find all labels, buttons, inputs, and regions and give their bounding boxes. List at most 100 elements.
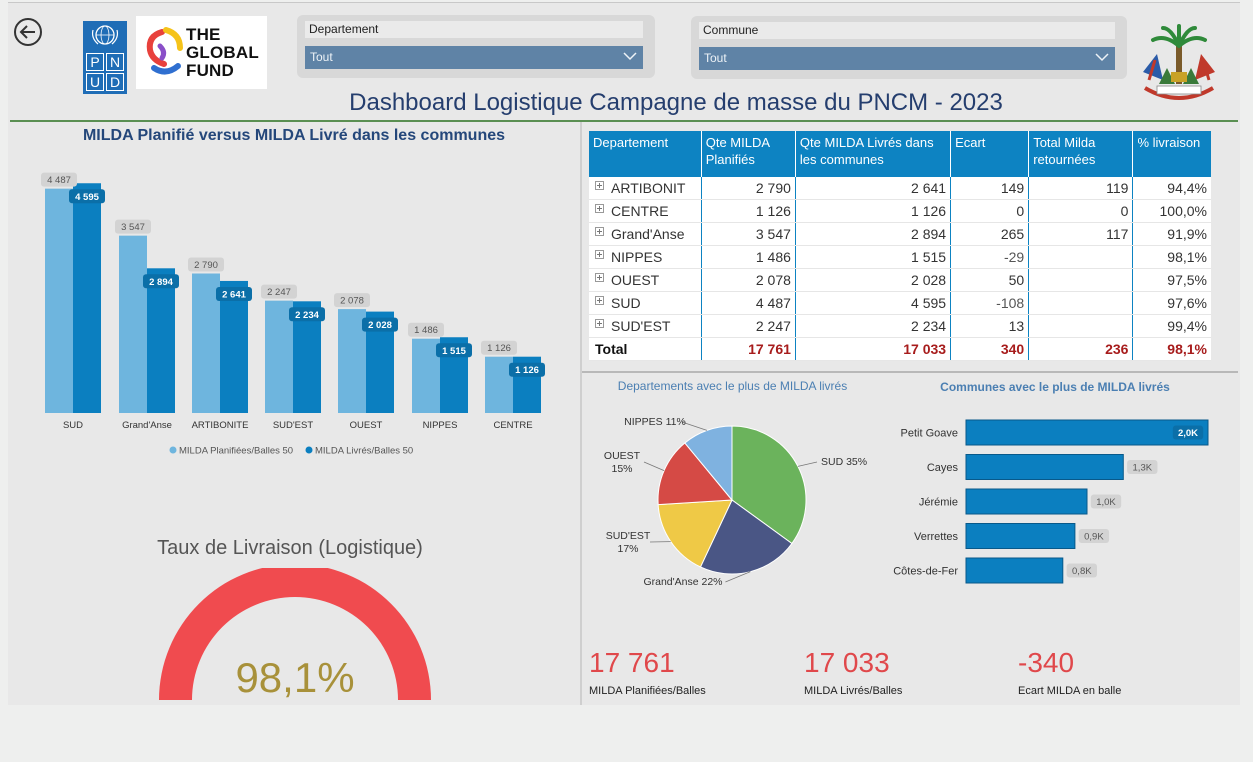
bar-delivered: [73, 183, 101, 413]
table-row[interactable]: SUD'EST 2 247 2 234 13 99,4%: [589, 314, 1211, 338]
bar-chart-title: MILDA Planifié versus MILDA Livré dans l…: [82, 127, 506, 144]
pie-label: NIPPES 11%: [624, 416, 686, 428]
table-cell: 119: [1028, 177, 1133, 200]
bar-label-planned-bg: [188, 257, 224, 272]
expand-plus-icon[interactable]: [595, 203, 604, 213]
hbar-chart-title: Communes avec le plus de MILDA livrés: [940, 380, 1170, 394]
undp-letter: N: [106, 53, 124, 71]
table-row[interactable]: ARTIBONIT 2 790 2 641 149 119 94,4%: [589, 177, 1211, 200]
table-row[interactable]: CENTRE 1 126 1 126 0 0 100,0%: [589, 199, 1211, 223]
haiti-coat-of-arms-icon: [1143, 24, 1215, 100]
kpi-value-delivered: 17 033: [804, 647, 890, 678]
table-cell: 2 078: [700, 268, 796, 292]
gauge-title: Taux de Livraison (Logistique): [157, 537, 423, 559]
hbar-value-label: 0,8K: [1072, 566, 1092, 577]
communes-bar-chart[interactable]: Petit Goave 2,0K Cayes 1,3K Jérémie 1,0K Verre…: [880, 412, 1220, 592]
table-cell: 97,6%: [1132, 291, 1211, 315]
x-tick-label: OUEST: [350, 420, 383, 431]
bar-delivered: [220, 280, 248, 413]
x-tick-label: ARTIBONITE: [192, 420, 249, 431]
bar-label-delivered-bg: [69, 189, 105, 204]
table-row[interactable]: Grand'Anse 3 547 2 894 265 117 91,9%: [589, 222, 1211, 246]
title-underline: [10, 120, 1238, 122]
bar-label-planned: 1 126: [487, 343, 511, 354]
departement-cell: OUEST: [589, 268, 702, 292]
expand-plus-icon[interactable]: [595, 249, 604, 259]
table-cell: [1028, 291, 1133, 315]
chevron-down-icon: [1095, 53, 1109, 62]
pie-label: OUEST: [604, 450, 641, 462]
bar-label-delivered-bg: [362, 317, 398, 332]
expand-plus-icon[interactable]: [595, 318, 604, 328]
x-tick-label: SUD'EST: [273, 420, 314, 431]
bar-label-planned: 2 247: [267, 287, 291, 298]
bar-label-delivered-bg: [216, 286, 252, 301]
departement-cell: Grand'Anse: [589, 222, 702, 246]
expand-plus-icon[interactable]: [595, 272, 604, 282]
departement-cell: SUD'EST: [589, 314, 702, 338]
hbar-bar: [965, 454, 1124, 480]
dropdown-value: Tout: [310, 50, 333, 64]
expand-plus-icon[interactable]: [595, 180, 604, 190]
departement-cell: Total: [589, 337, 702, 361]
table-row[interactable]: NIPPES 1 486 1 515 -29 98,1%: [589, 245, 1211, 269]
legend-label-delivered: MILDA Livrés/Balles 50: [315, 446, 413, 457]
table-cell: 149: [950, 177, 1029, 200]
bar-planned: [338, 309, 366, 413]
hbar-category-label: Petit Goave: [901, 428, 958, 440]
table-header[interactable]: % livraison: [1132, 131, 1211, 177]
bar-planned: [192, 273, 220, 413]
table-cell: 2 790: [700, 177, 796, 200]
pie-slice: [684, 425, 733, 502]
departement-slicer: Departement Tout: [297, 15, 655, 78]
hbar-value-label-bg: [1172, 425, 1204, 440]
bar-label-planned: 2 078: [340, 296, 364, 307]
table-cell: 17 761: [700, 337, 796, 361]
bar-label-planned-bg: [261, 284, 297, 299]
expand-plus-icon[interactable]: [595, 295, 604, 305]
table-cell: -29: [950, 245, 1029, 269]
bar-label-planned-bg: [481, 340, 517, 355]
table-cell: 265: [950, 222, 1029, 246]
table-cell: 1 126: [700, 199, 796, 223]
table-header[interactable]: Qte MILDA Planifiés: [701, 131, 796, 177]
table-header[interactable]: Total Milda retournées: [1028, 131, 1134, 177]
pie-label: SUD'EST: [606, 530, 651, 542]
table-row[interactable]: OUEST 2 078 2 028 50 97,5%: [589, 268, 1211, 292]
page-title: Dashboard Logistique Campagne de masse d…: [349, 89, 1003, 116]
table-cell: [1028, 245, 1133, 269]
hbar-value-label: 1,0K: [1096, 497, 1116, 508]
table-cell: 236: [1028, 337, 1133, 361]
un-emblem-icon: [91, 25, 119, 45]
expand-plus-icon[interactable]: [595, 226, 604, 236]
table-header[interactable]: Ecart: [950, 131, 1030, 177]
planned-vs-delivered-bar-chart[interactable]: 4 487 4 595 SUD 3 547 2 894 Grand'Anse 2 790 2 …: [20, 155, 560, 465]
table-cell: 3 547: [700, 222, 796, 246]
table-cell: 50: [950, 268, 1029, 292]
table-row[interactable]: SUD 4 487 4 595 -108 97,6%: [589, 291, 1211, 315]
departement-dropdown[interactable]: Tout: [305, 46, 643, 69]
bar-planned: [412, 338, 440, 413]
bar-label-delivered: 2 894: [149, 277, 173, 288]
table-cell: 4 595: [794, 291, 951, 315]
hbar-value-label-bg: [1078, 529, 1110, 543]
gauge-value: 98,1%: [235, 654, 354, 700]
bar-label-delivered-bg: [509, 362, 545, 377]
table-cell: 13: [950, 314, 1029, 338]
commune-slicer: Commune Tout: [691, 16, 1127, 79]
table-cell: 91,9%: [1132, 222, 1211, 246]
pie-label: SUD 35%: [821, 456, 867, 468]
hbar-category-label: Côtes-de-Fer: [893, 566, 958, 578]
table-header[interactable]: Qte MILDA Livrés dans les communes: [795, 131, 952, 177]
pie-chart-title: Departements avec le plus de MILDA livré…: [617, 379, 848, 393]
commune-dropdown[interactable]: Tout: [699, 47, 1115, 70]
hbar-bar: [965, 557, 1064, 584]
undp-letter: D: [106, 73, 124, 91]
table-cell: 97,5%: [1132, 268, 1211, 292]
back-arrow-icon[interactable]: [14, 18, 42, 46]
table-header[interactable]: Departement: [589, 131, 702, 177]
hbar-category-label: Jérémie: [919, 497, 958, 509]
bar-planned: [45, 188, 73, 413]
bar-label-planned-bg: [115, 219, 151, 234]
